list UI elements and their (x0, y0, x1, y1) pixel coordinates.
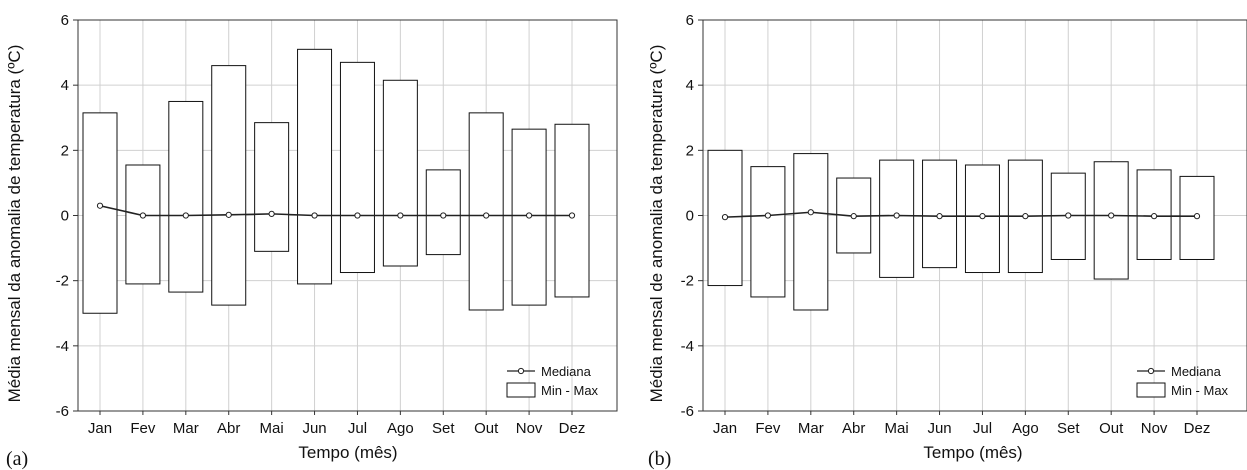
median-point (354, 212, 361, 219)
x-tick-label: Mai (260, 420, 284, 437)
x-tick-label: Mar (173, 420, 199, 437)
panel-label: (a) (6, 448, 28, 470)
x-axis-title: Tempo (mês) (298, 443, 397, 462)
legend-median-label: Mediana (541, 364, 592, 379)
y-tick-label: 2 (686, 142, 694, 159)
minmax-box (793, 153, 829, 311)
legend-median-marker (517, 367, 525, 375)
legend-minmax-swatch (506, 382, 536, 398)
median-point (936, 213, 943, 220)
median-point (764, 212, 772, 219)
minmax-box (1093, 161, 1129, 280)
legend-median-marker (1147, 367, 1155, 375)
x-tick-label: Mar (798, 420, 824, 437)
y-tick-label: 6 (61, 12, 69, 29)
minmax-box (468, 112, 504, 311)
y-axis-title: Média mensal de anomalia da temperatura … (647, 45, 666, 403)
minmax-box (554, 123, 590, 298)
x-tick-label: Set (1057, 420, 1080, 437)
x-tick-label: Out (474, 420, 499, 437)
median-point (397, 212, 404, 219)
median-point (850, 213, 857, 220)
median-point (893, 212, 900, 219)
minmax-box (879, 159, 915, 278)
y-tick-label: 0 (686, 208, 694, 225)
median-point (1108, 212, 1115, 219)
minmax-box (211, 65, 247, 306)
y-tick-label: 0 (61, 208, 69, 225)
chart-panel-2: -6 -4 -2 0 2 4 6 Jan Fev Mar Abr Mai Jun Jul Ago Set Out… (647, 12, 1247, 470)
minmax-box (339, 61, 375, 274)
y-tick-label: 2 (61, 142, 69, 159)
legend-minmax-label: Min - Max (1171, 383, 1229, 398)
chart-panel-1: -6 -4 -2 0 2 4 6 Jan Fev Mar Abr Mai Jun Jul Ago Set Out… (5, 12, 618, 470)
median-point (483, 212, 490, 219)
legend-minmax-swatch (1136, 382, 1166, 398)
median-point (1022, 213, 1029, 220)
x-tick-label: Jun (927, 420, 951, 437)
y-tick-label: -6 (56, 403, 69, 420)
y-tick-label: 6 (686, 12, 694, 29)
median-point (979, 213, 986, 220)
x-tick-label: Abr (217, 420, 240, 437)
median-line (724, 211, 1197, 218)
x-tick-label: Jan (713, 420, 737, 437)
median-point (807, 209, 814, 216)
legend-minmax-label: Min - Max (541, 383, 599, 398)
y-tick-label: 4 (686, 77, 694, 94)
median-point (721, 214, 729, 221)
y-tick-label: -4 (56, 338, 69, 355)
median-point (440, 212, 447, 219)
median-point (182, 212, 189, 219)
x-tick-label: Nov (516, 420, 543, 437)
minmax-box (125, 164, 161, 285)
minmax-box (168, 100, 204, 293)
median-point (225, 211, 232, 218)
x-tick-label: Jul (348, 420, 367, 437)
median-point (1150, 213, 1158, 220)
median-point (139, 212, 147, 219)
x-tick-label: Dez (559, 420, 586, 437)
median-point (311, 212, 318, 219)
minmax-box (254, 122, 290, 252)
x-tick-label: Jun (302, 420, 326, 437)
y-tick-label: -2 (56, 273, 69, 290)
x-tick-label: Jul (973, 420, 992, 437)
x-tick-label: Fev (755, 420, 781, 437)
median-point (525, 212, 533, 219)
x-tick-label: Abr (842, 420, 865, 437)
minmax-box (382, 79, 418, 267)
minmax-box (750, 166, 786, 298)
x-tick-label: Set (432, 420, 455, 437)
median-point (1065, 212, 1072, 219)
legend: Mediana Min - Max (506, 364, 599, 398)
legend-median-label: Mediana (1171, 364, 1222, 379)
median-point (96, 202, 104, 209)
x-tick-label: Dez (1184, 420, 1211, 437)
legend: Mediana Min - Max (1136, 364, 1229, 398)
y-axis-title: Média mensal da anomalia de temperatura … (5, 45, 24, 403)
x-tick-label: Ago (387, 420, 414, 437)
median-line (99, 204, 572, 217)
x-tick-label: Out (1099, 420, 1124, 437)
x-tick-label: Nov (1141, 420, 1168, 437)
panel-label: (b) (648, 448, 671, 470)
minmax-box (82, 112, 118, 314)
x-tick-label: Jan (88, 420, 112, 437)
x-tick-label: Mai (885, 420, 909, 437)
y-tick-label: -4 (681, 338, 694, 355)
median-point (268, 210, 275, 217)
y-tick-label: 4 (61, 77, 69, 94)
y-tick-label: -6 (681, 403, 694, 420)
x-tick-label: Ago (1012, 420, 1039, 437)
minmax-box (425, 169, 461, 256)
x-tick-label: Fev (130, 420, 156, 437)
minmax-box (297, 48, 333, 285)
median-point (568, 212, 576, 219)
y-tick-label: -2 (681, 273, 694, 290)
x-axis-title: Tempo (mês) (923, 443, 1022, 462)
median-point (1193, 213, 1201, 220)
